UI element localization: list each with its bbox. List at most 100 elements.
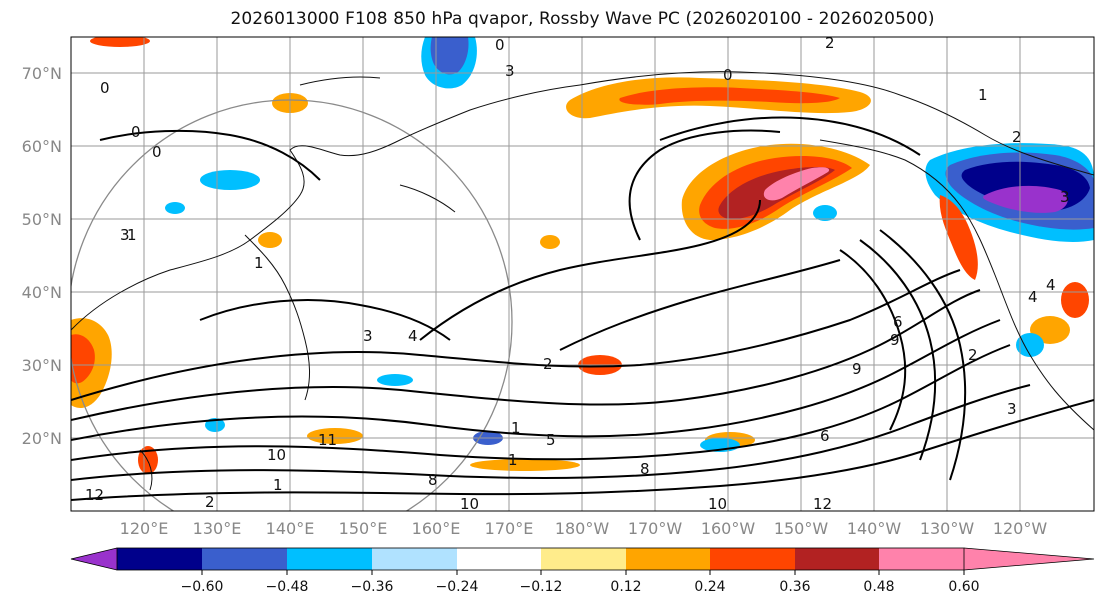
contour-label: 1 (511, 419, 521, 437)
colorbar-tick-label: −0.36 (351, 579, 394, 595)
positive-blob-3 (540, 235, 560, 249)
range-circle (71, 99, 513, 511)
lon-label: 160°W (701, 519, 756, 538)
lat-label: 50°N (22, 210, 62, 229)
lon-label: 140°E (266, 519, 315, 538)
positive-anomaly-bering-band-inner (619, 87, 840, 105)
contour-label: 4 (1046, 276, 1056, 294)
contour-label: 4 (1028, 288, 1038, 306)
negative-blob-8 (205, 418, 225, 432)
contour-label: 3 (363, 327, 373, 345)
contour-label: 10 (460, 495, 479, 513)
contour-label: 3 (1007, 400, 1017, 418)
lat-label: 70°N (22, 64, 62, 83)
negative-blob-2 (165, 202, 185, 214)
colorbar-segment (457, 548, 541, 570)
contour-label: 9 (852, 360, 862, 378)
colorbar-tick-label: 0.24 (694, 579, 725, 595)
lon-label: 170°E (485, 519, 534, 538)
contour-label: 3 (1060, 188, 1070, 206)
contour-label: 11 (318, 431, 337, 449)
lon-label: 160°E (412, 519, 461, 538)
contour-label: 8 (640, 460, 650, 478)
contour-label: 0 (100, 79, 110, 97)
contour-label: 2 (825, 34, 835, 52)
colorbar-tick-label: 0.36 (779, 579, 810, 595)
colorbar-segment (287, 548, 372, 570)
lon-label: 150°E (339, 519, 388, 538)
lat-label: 30°N (22, 356, 62, 375)
contour-label: 10 (267, 446, 286, 464)
contour-label: 12 (813, 495, 832, 513)
negative-blob-6 (813, 205, 837, 221)
latitude-labels: 70°N 60°N 50°N 40°N 30°N 20°N (22, 64, 62, 448)
colorbar-tick-label: 0.48 (863, 579, 894, 595)
contour-label: 10 (708, 495, 727, 513)
positive-anomaly-west-coast (939, 195, 978, 280)
contour-label: 4 (408, 327, 418, 345)
contour-label: 2 (1012, 128, 1022, 146)
lat-label: 20°N (22, 429, 62, 448)
contour-label: 0 (495, 36, 505, 54)
contour-lines (71, 116, 1094, 501)
lon-label: 130°E (193, 519, 242, 538)
positive-blob-9 (90, 37, 150, 47)
lon-label: 130°W (920, 519, 975, 538)
contour-label: 1 (273, 476, 283, 494)
colorbar-segment (710, 548, 795, 570)
lon-label: 140°W (847, 519, 902, 538)
contour-label: 1 (508, 451, 518, 469)
contour-label: 9 (890, 331, 900, 349)
contour-label: 0 (723, 66, 733, 84)
colorbar-segment (626, 548, 710, 570)
contour-label: 2 (205, 493, 215, 511)
colorbar-tick-label: −0.60 (181, 579, 224, 595)
colorbar-outline (70, 547, 118, 571)
map-title: 2026013000 F108 850 hPa qvapor, Rossby W… (230, 9, 935, 29)
negative-blob-1 (200, 170, 260, 190)
colorbar-segment (541, 548, 626, 570)
lon-label: 170°W (628, 519, 683, 538)
colorbar-segment (202, 548, 287, 570)
contour-label: 2 (968, 346, 978, 364)
colorbar-segment (117, 548, 202, 570)
colorbar-tick-label: −0.24 (436, 579, 479, 595)
anomaly-shading (71, 37, 1094, 474)
contour-label: 1 (978, 86, 988, 104)
contour-label: 6 (893, 313, 903, 331)
colorbar-tick-label: −0.12 (520, 579, 563, 595)
negative-blob-3 (377, 374, 413, 386)
contour-label: 6 (820, 427, 830, 445)
contour-label: 3 (120, 226, 130, 244)
negative-anomaly-arctic-inner (430, 37, 469, 75)
positive-anomaly-east-asia-inner (71, 334, 95, 384)
colorbar-min-extension (71, 548, 117, 570)
contour-label: 12 (85, 486, 104, 504)
contour-label: 2 (543, 355, 553, 373)
lon-label: 120°E (120, 519, 169, 538)
positive-blob-5 (307, 428, 363, 444)
contour-label: 1 (127, 226, 137, 244)
contour-label: 5 (546, 431, 556, 449)
lon-label: 150°W (774, 519, 829, 538)
colorbar-segment (879, 548, 964, 570)
contour-labels: 0 0 0 0 1 2 1 2 3 0 1 3 4 2 5 4 3 2 9 6 (85, 34, 1070, 513)
colorbar-outline (963, 547, 1095, 571)
positive-blob-8 (1061, 282, 1089, 318)
graticule (71, 37, 1094, 511)
colorbar-tick-label: −0.48 (266, 579, 309, 595)
colorbar-tick-label: 0.60 (948, 579, 979, 595)
coastlines (71, 71, 1094, 491)
contour-label: 0 (152, 143, 162, 161)
map-plot-area: 0 0 0 0 1 2 1 2 3 0 1 3 4 2 5 4 3 2 9 6 (70, 34, 1095, 513)
positive-blob-2 (258, 232, 282, 248)
lon-label: 180°W (555, 519, 610, 538)
colorbar-segment (372, 548, 457, 570)
lat-label: 60°N (22, 137, 62, 156)
positive-anomaly-gulf-of-alaska-peak (763, 167, 830, 201)
lon-label: 120°W (993, 519, 1048, 538)
longitude-labels: 120°E 130°E 140°E 150°E 160°E 170°E 180°… (120, 519, 1048, 538)
contour-label: 0 (131, 123, 141, 141)
lat-label: 40°N (22, 283, 62, 302)
negative-blob-7 (1016, 333, 1044, 357)
